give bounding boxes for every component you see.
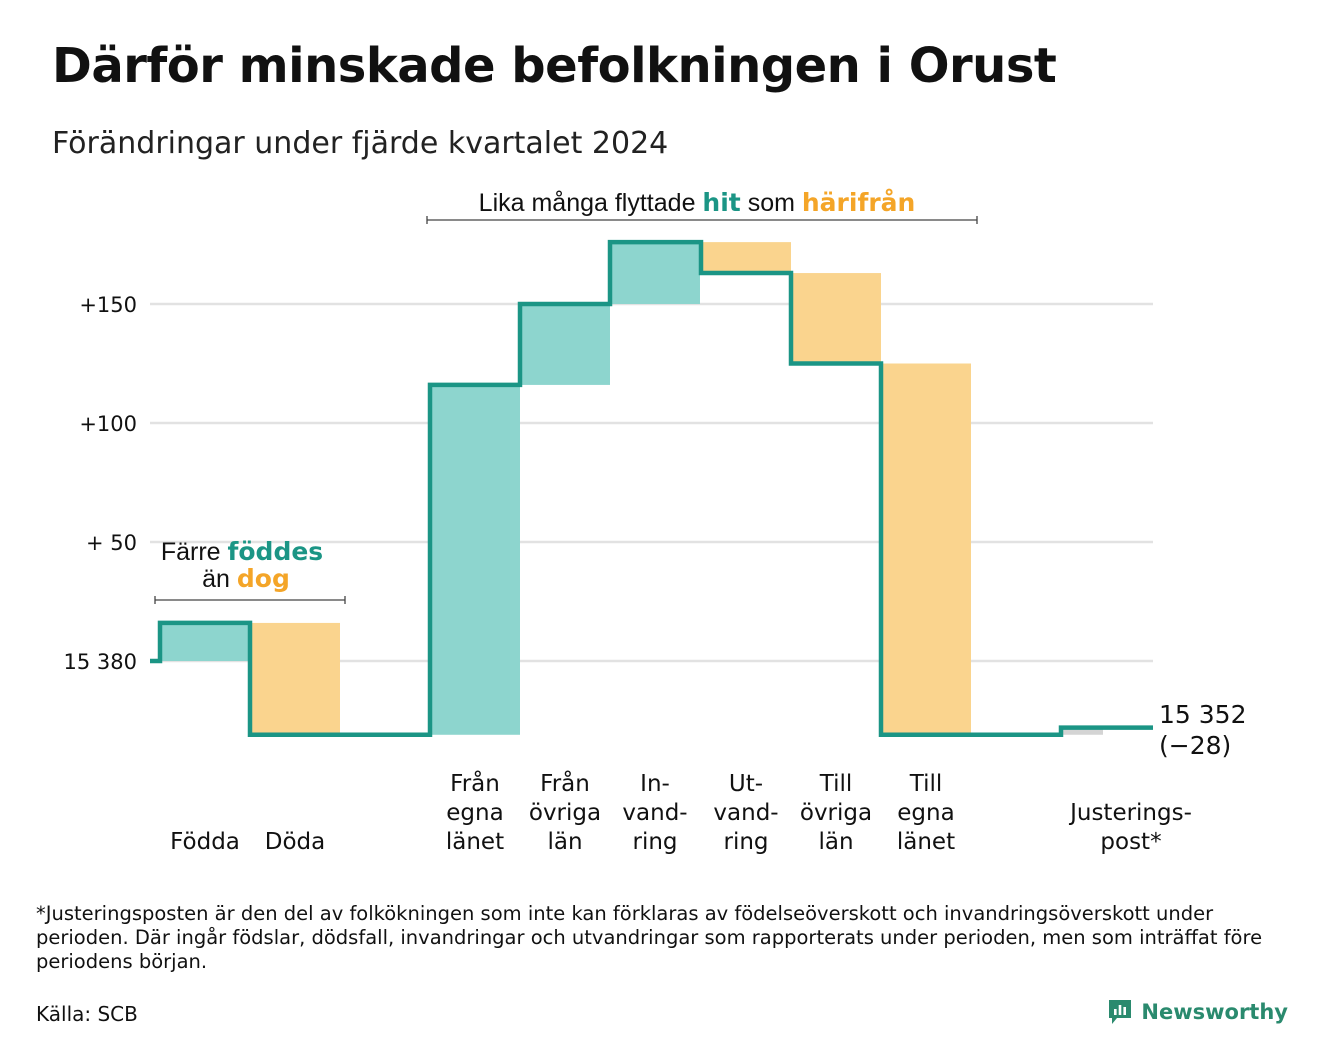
migration-annotation-text: som <box>741 189 802 217</box>
births-annotation-highlight: föddes <box>228 537 324 566</box>
category-label: Ut- <box>729 771 763 797</box>
y-tick-label: +150 <box>79 293 137 317</box>
bar <box>881 363 971 735</box>
brand-name: Newsworthy <box>1141 1000 1288 1024</box>
end-value-label: 15 352 <box>1159 700 1246 729</box>
category-label: ring <box>632 829 677 855</box>
births-annotation-line1: Färre föddes <box>161 537 323 566</box>
category-label: länet <box>897 829 955 855</box>
bars-layer <box>160 242 1103 735</box>
cumulative-line <box>150 239 1153 738</box>
category-label: vand- <box>713 800 778 826</box>
migration-annotation: Lika många flyttade hit som härifrån <box>479 188 916 217</box>
y-tick-label: +100 <box>79 412 137 436</box>
chart-title: Därför minskade befolkningen i Orust <box>52 38 1057 94</box>
y-axis: 15 380 + 50 +100 +150 <box>64 293 137 674</box>
y-tick-label: 15 380 <box>64 650 137 674</box>
bar <box>1061 727 1103 735</box>
grid-layer <box>150 302 1153 663</box>
bar <box>701 242 791 274</box>
births-annotation-text: än <box>202 565 237 593</box>
bar <box>520 304 610 385</box>
migration-annotation-highlight: hit <box>702 188 740 217</box>
brand: Newsworthy <box>1107 998 1288 1026</box>
category-label: post* <box>1100 829 1161 855</box>
category-label: Födda <box>170 829 240 855</box>
newsworthy-logo-icon <box>1109 1000 1132 1024</box>
category-label: egna <box>446 800 503 826</box>
waterfall-chart: 15 380+ 50+100+150 Födda DödaFrånegnaläne… <box>64 188 1247 855</box>
category-label: län <box>547 829 582 855</box>
category-label: Döda <box>265 829 325 855</box>
chart-subtitle: Förändringar under fjärde kvartalet 2024 <box>52 126 669 161</box>
category-label: länet <box>446 829 504 855</box>
category-label: Till <box>819 771 853 797</box>
y-tick-label: + 50 <box>86 531 137 555</box>
category-label: Justerings- <box>1068 800 1192 826</box>
category-label: övriga <box>529 800 601 826</box>
category-label: övriga <box>800 800 872 826</box>
births-annotation-text: Färre <box>161 538 228 566</box>
line-layer <box>150 239 1153 738</box>
migration-annotation-highlight: härifrån <box>802 188 915 217</box>
bar <box>160 622 250 661</box>
category-label: In- <box>640 771 670 797</box>
category-label: Från <box>540 769 590 797</box>
end-change-label: (−28) <box>1159 731 1231 760</box>
category-label: vand- <box>622 800 687 826</box>
births-annotation-highlight: dog <box>237 564 290 593</box>
migration-annotation-text: Lika många flyttade <box>479 189 703 217</box>
category-label: ring <box>723 829 768 855</box>
footnote: *Justeringsposten är den del av folkökni… <box>36 902 1263 973</box>
bar <box>610 242 700 304</box>
category-label: egna <box>897 800 954 826</box>
category-label: Från <box>450 769 500 797</box>
bar <box>250 622 340 735</box>
bar <box>430 384 520 735</box>
source-label: Källa: SCB <box>36 1002 138 1026</box>
category-label: län <box>818 829 853 855</box>
bar <box>791 273 881 364</box>
births-annotation-line2: än dog <box>202 564 290 593</box>
x-axis: Födda Döda Från egna länet Från övriga län In-va… <box>170 769 1192 855</box>
category-label: Till <box>909 771 943 797</box>
